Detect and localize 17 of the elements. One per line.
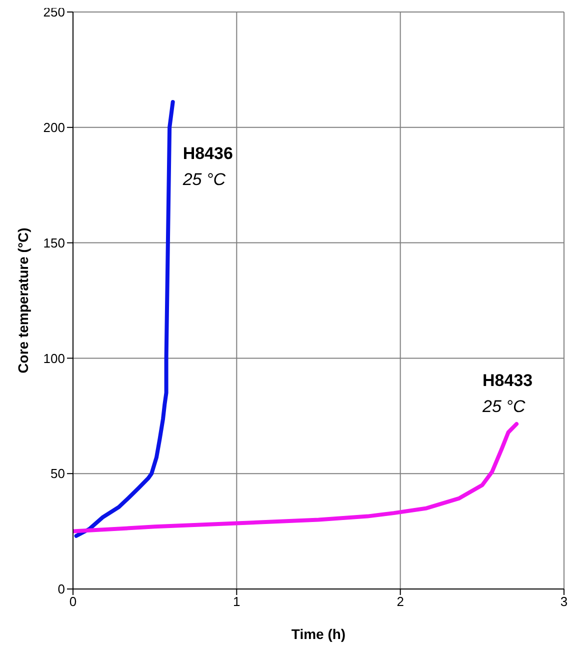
text: H8433 <box>482 370 533 390</box>
y-axis-title: Core temperature (°C) <box>14 228 31 374</box>
y-tick-label: 200 <box>43 120 65 136</box>
x-tick-label: 0 <box>69 594 77 610</box>
line-series <box>73 422 519 534</box>
annotation: 25 °C <box>482 396 526 416</box>
x-axis-title: Time (h) <box>291 626 346 642</box>
annotation: 25 °C <box>182 170 226 190</box>
y-tick-label: 50 <box>50 466 65 482</box>
x-tick-label: 3 <box>560 594 568 610</box>
y-tick-label: 150 <box>43 235 65 250</box>
y-tick-label: 0 <box>58 582 65 597</box>
x-tick-label: 2 <box>396 594 404 610</box>
x-tick-label: 1 <box>233 594 240 610</box>
line-series <box>74 100 175 538</box>
series-label: H8436 <box>182 144 233 164</box>
y-tick-label: 100 <box>43 350 65 366</box>
